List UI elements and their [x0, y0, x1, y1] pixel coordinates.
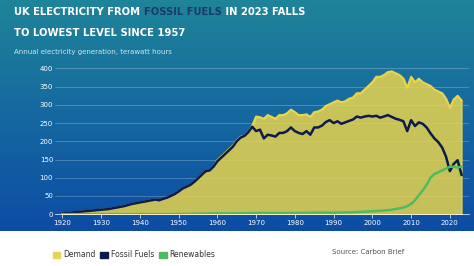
Text: UK ELECTRICITY FROM: UK ELECTRICITY FROM — [14, 7, 144, 17]
Text: Annual electricity generation, terawatt hours: Annual electricity generation, terawatt … — [14, 49, 172, 55]
Text: Source: Carbon Brief: Source: Carbon Brief — [332, 249, 404, 255]
Text: FOSSIL FUELS: FOSSIL FUELS — [144, 7, 221, 17]
Text: TO LOWEST LEVEL SINCE 1957: TO LOWEST LEVEL SINCE 1957 — [14, 28, 185, 38]
Text: IN 2023 FALLS: IN 2023 FALLS — [221, 7, 305, 17]
Legend: Demand, Fossil Fuels, Renewables: Demand, Fossil Fuels, Renewables — [51, 249, 217, 261]
